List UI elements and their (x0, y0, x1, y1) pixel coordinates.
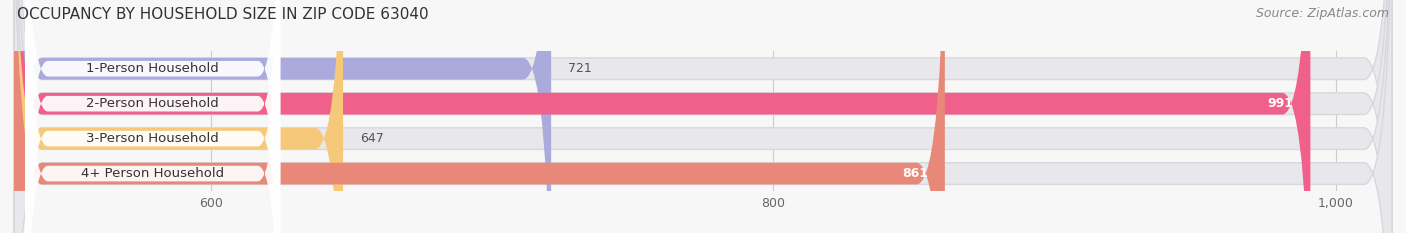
Text: 647: 647 (360, 132, 384, 145)
FancyBboxPatch shape (14, 0, 1392, 233)
FancyBboxPatch shape (14, 0, 1392, 233)
Text: 4+ Person Household: 4+ Person Household (82, 167, 225, 180)
FancyBboxPatch shape (14, 0, 551, 233)
Text: 3-Person Household: 3-Person Household (86, 132, 219, 145)
Text: 991: 991 (1268, 97, 1294, 110)
FancyBboxPatch shape (25, 0, 280, 233)
Text: 1-Person Household: 1-Person Household (86, 62, 219, 75)
FancyBboxPatch shape (14, 0, 945, 233)
Text: Source: ZipAtlas.com: Source: ZipAtlas.com (1256, 7, 1389, 20)
FancyBboxPatch shape (14, 0, 343, 233)
FancyBboxPatch shape (14, 0, 1392, 233)
FancyBboxPatch shape (25, 0, 280, 233)
FancyBboxPatch shape (25, 0, 280, 233)
FancyBboxPatch shape (14, 0, 1310, 233)
Text: 721: 721 (568, 62, 592, 75)
Text: OCCUPANCY BY HOUSEHOLD SIZE IN ZIP CODE 63040: OCCUPANCY BY HOUSEHOLD SIZE IN ZIP CODE … (17, 7, 429, 22)
FancyBboxPatch shape (25, 0, 280, 233)
FancyBboxPatch shape (14, 0, 1392, 233)
Text: 2-Person Household: 2-Person Household (86, 97, 219, 110)
Text: 861: 861 (903, 167, 928, 180)
